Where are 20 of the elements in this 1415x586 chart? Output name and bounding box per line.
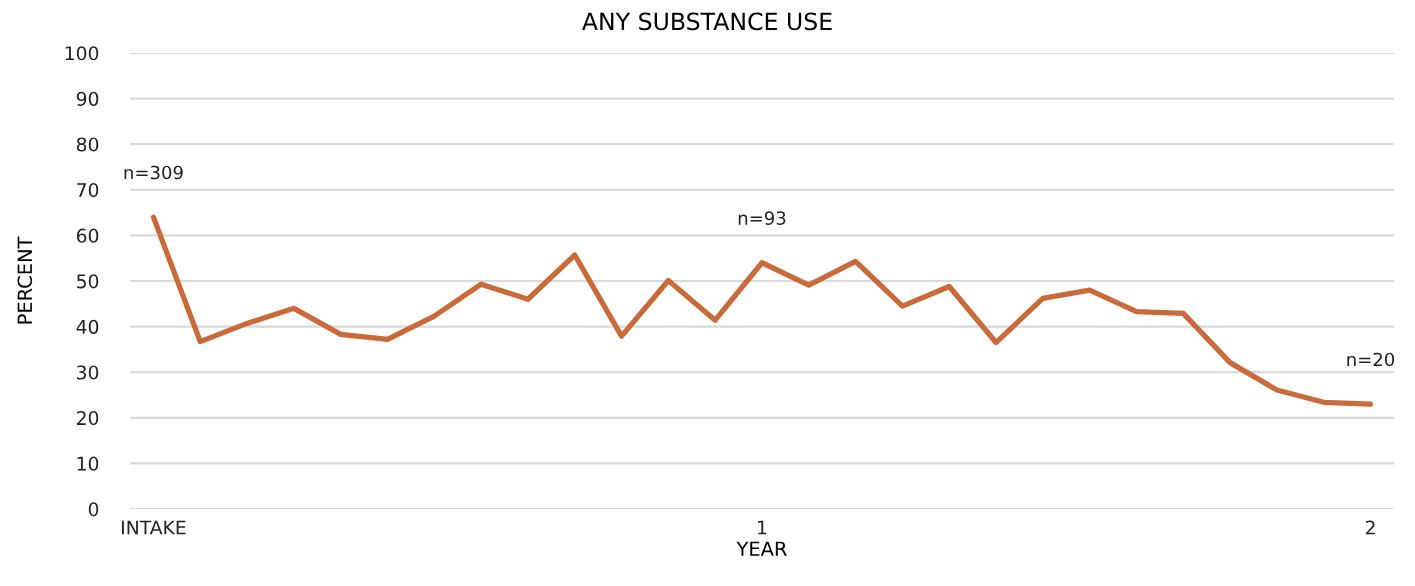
annotation: n=20	[1347, 352, 1395, 367]
y-axis-title: PERCENT	[17, 236, 33, 324]
annotation: n=309	[124, 165, 183, 180]
y-tick-label: 60	[76, 228, 99, 243]
annotation: n=93	[738, 211, 786, 225]
y-tick-label: 80	[76, 137, 99, 152]
y-tick-label: 70	[77, 182, 99, 198]
x-tick-label: 2	[1365, 520, 1375, 535]
y-tick-label: 100	[65, 46, 99, 61]
x-axis-title: YEAR	[736, 541, 787, 556]
x-tick-label: 1	[758, 520, 767, 535]
y-tick-label: 50	[77, 274, 99, 289]
chart-title: ANY SUBSTANCE USE	[582, 12, 832, 31]
y-tick-label: 40	[76, 319, 99, 334]
y-tick-label: 20	[77, 411, 99, 426]
y-tick-label: 90	[76, 91, 99, 106]
y-tick-label: 0	[88, 502, 99, 517]
y-tick-label: 30	[77, 365, 99, 380]
y-tick-label: 10	[77, 456, 99, 471]
x-tick-label: INTAKE	[122, 520, 186, 535]
